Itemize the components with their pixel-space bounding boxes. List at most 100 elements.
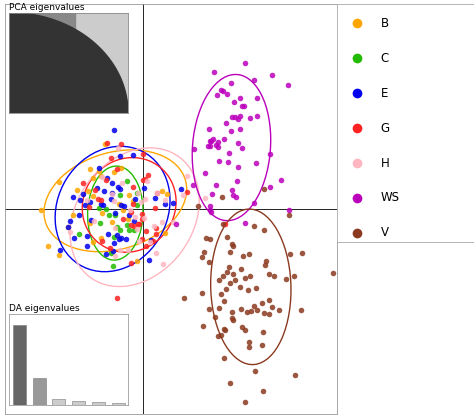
Point [139,151,147,158]
Point [152,224,160,231]
Point [201,169,209,176]
Point [232,114,239,121]
Point [183,173,191,179]
Text: PCA eigenvalues: PCA eigenvalues [9,3,85,12]
Text: C: C [381,52,389,65]
Point [117,227,124,234]
Point [238,102,246,109]
Point [70,194,77,200]
Point [252,284,259,291]
Bar [92,402,105,405]
Point [133,190,141,197]
Point [86,166,94,173]
Point [129,198,137,204]
Point [101,140,109,147]
Point [152,205,159,212]
Point [228,308,236,315]
Point [100,202,107,209]
Point [228,241,236,247]
Point [113,165,121,172]
Point [89,238,97,245]
Point [142,242,150,249]
Point [134,257,141,264]
Point [228,113,236,120]
Point [261,262,269,268]
Point [93,184,100,191]
Point [119,215,127,222]
Point [206,236,214,243]
Point [208,191,215,198]
Point [104,231,112,237]
Point [117,191,124,198]
Point [139,177,147,184]
Point [209,135,217,142]
Point [226,248,234,255]
Point [111,225,118,232]
Point [268,72,275,79]
Point [204,143,212,149]
Point [202,235,210,242]
Point [223,269,231,275]
Polygon shape [9,13,75,113]
Point [241,60,249,66]
Point [226,279,234,286]
Point [207,142,214,149]
Point [237,126,244,133]
Point [64,223,72,230]
Point [82,201,89,208]
Point [265,311,273,317]
Point [228,315,236,321]
Point [98,209,106,216]
Bar [112,403,125,405]
Point [201,194,209,201]
Point [222,285,230,292]
Point [131,214,139,221]
Point [239,253,246,260]
Point [250,200,258,206]
Point [108,180,115,187]
Point [56,246,64,253]
Point [183,189,191,196]
Point [214,333,222,340]
Point [329,270,337,276]
Point [98,235,105,242]
Point [114,232,121,238]
Point [170,219,177,225]
Point [206,207,214,214]
Point [220,298,228,304]
Point [260,310,268,316]
Point [217,87,225,94]
Point [206,202,214,209]
Point [106,245,114,252]
Point [44,243,52,250]
Point [250,302,257,309]
Point [260,185,267,192]
Point [259,329,267,336]
Point [115,201,122,208]
Point [142,175,149,182]
Point [282,276,290,283]
Point [144,172,152,178]
Point [212,181,220,188]
Text: G: G [381,122,390,135]
Point [229,242,237,249]
Point [217,332,225,339]
Point [228,186,236,193]
Point [161,196,168,203]
Point [253,160,260,167]
Point [117,165,125,172]
Point [96,168,103,174]
Point [99,237,106,244]
Point [126,206,134,213]
Point [211,314,219,320]
Point [286,250,294,257]
Point [89,192,97,199]
Point [94,195,102,202]
Point [146,239,154,245]
Point [66,218,73,224]
Point [129,184,137,190]
Point [117,235,125,242]
Point [131,222,138,229]
Point [207,209,215,215]
Point [118,141,125,148]
